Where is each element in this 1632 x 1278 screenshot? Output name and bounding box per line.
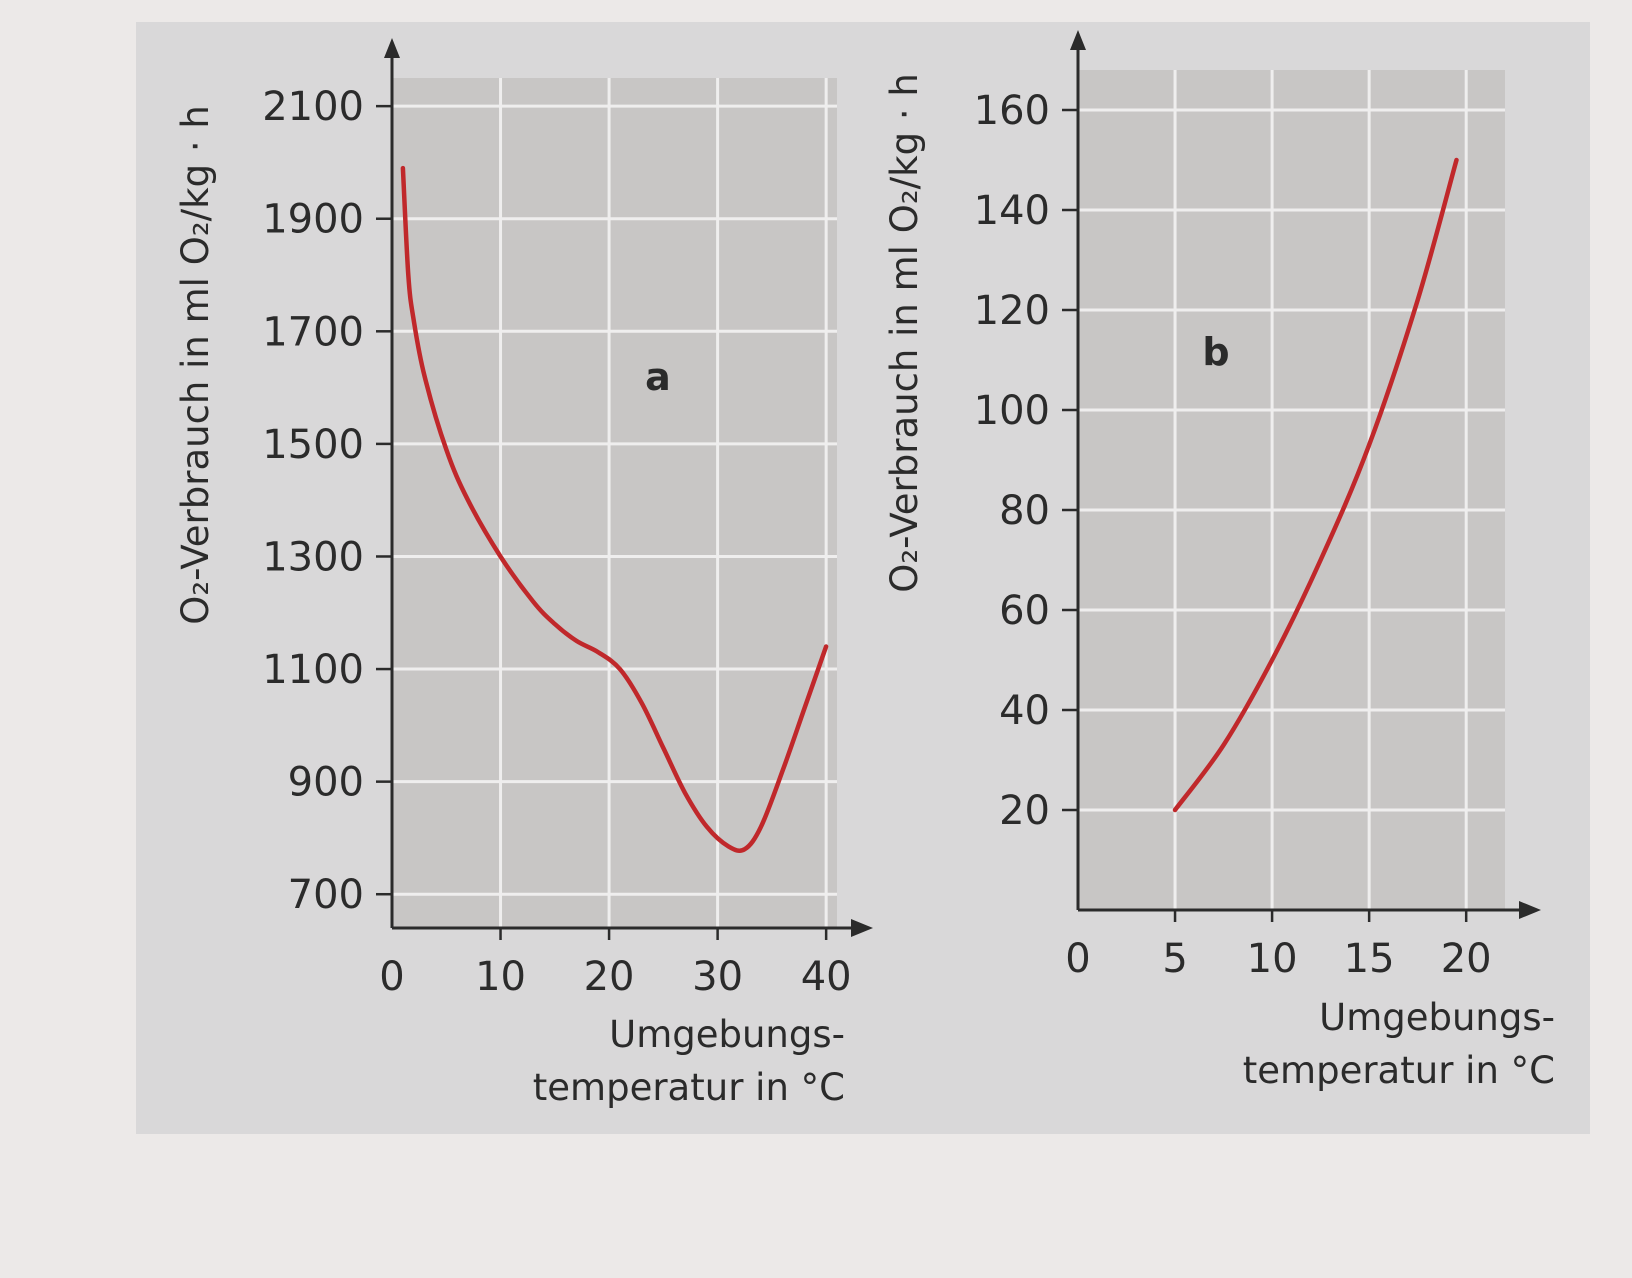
chart-a-y-ticks: 700 900 1100 1300 1500 1700 1900 2100 [262, 84, 392, 918]
b-y-tick-label: 60 [999, 588, 1050, 634]
b-y-tick-label: 160 [974, 88, 1050, 134]
chart-a-x-ticks: 0 10 20 30 40 [379, 928, 852, 1000]
a-y-tick-label: 700 [288, 872, 364, 918]
a-x-tick-label: 0 [379, 954, 404, 1000]
a-x-tick-label: 30 [692, 954, 743, 1000]
b-x-tick-label: 0 [1065, 936, 1090, 982]
b-y-tick-label: 80 [999, 488, 1050, 534]
b-y-tick-label: 20 [999, 788, 1050, 834]
chart-a-x-axis-label-line1: Umgebungs- [609, 1013, 845, 1056]
chart-a-y-axis-label: O₂-Verbrauch in ml O₂/kg · h [174, 105, 217, 625]
chart-a-x-axis-label-line2: temperatur in °C [533, 1066, 845, 1109]
chart-b-axes [1070, 30, 1541, 919]
chart-b-x-axis-label-line2: temperatur in °C [1243, 1049, 1555, 1092]
chart-b-y-axis-label: O₂-Verbrauch in ml O₂/kg · h [883, 73, 926, 593]
chart-b-x-axis-label-line1: Umgebungs- [1319, 996, 1555, 1039]
b-x-axis-arrow [1519, 901, 1541, 919]
chart-a: 700 900 1100 1300 1500 1700 1900 2100 0 10 20 30 40… [174, 38, 873, 1109]
chart-b-panel-label: b [1202, 330, 1229, 374]
a-y-tick-label: 1300 [262, 534, 364, 580]
b-y-tick-label: 140 [974, 188, 1050, 234]
a-y-tick-label: 900 [288, 760, 364, 806]
b-x-tick-label: 15 [1344, 936, 1395, 982]
a-y-tick-label: 1100 [262, 647, 364, 693]
chart-b-series-line [1172, 157, 1459, 813]
b-x-tick-label: 5 [1162, 936, 1187, 982]
b-x-tick-label: 20 [1441, 936, 1492, 982]
a-x-tick-label: 20 [584, 954, 635, 1000]
chart-b: 20 40 60 80 100 120 140 160 0 5 10 15 20 b O₂-Verbr… [883, 30, 1555, 1092]
chart-a-series-line [400, 165, 829, 853]
b-y-tick-label: 120 [974, 288, 1050, 334]
chart-b-plot-area [1078, 70, 1505, 910]
chart-a-panel-label: a [645, 355, 671, 399]
a-x-tick-label: 40 [801, 954, 852, 1000]
a-y-tick-label: 1700 [262, 309, 364, 355]
chart-b-x-ticks: 0 5 10 15 20 [1065, 910, 1492, 982]
b-x-tick-label: 10 [1247, 936, 1298, 982]
a-x-tick-label: 10 [475, 954, 526, 1000]
a-y-axis-arrow [384, 38, 400, 58]
chart-b-y-ticks: 20 40 60 80 100 120 140 160 [974, 88, 1078, 834]
b-y-tick-label: 40 [999, 688, 1050, 734]
a-y-tick-label: 1500 [262, 422, 364, 468]
chart-a-grid [392, 78, 837, 928]
b-y-axis-arrow [1070, 30, 1086, 50]
a-x-axis-arrow [851, 919, 873, 937]
a-y-tick-label: 1900 [262, 197, 364, 243]
b-y-tick-label: 100 [974, 388, 1050, 434]
a-y-tick-label: 2100 [262, 84, 364, 130]
chart-b-grid [1078, 70, 1505, 910]
